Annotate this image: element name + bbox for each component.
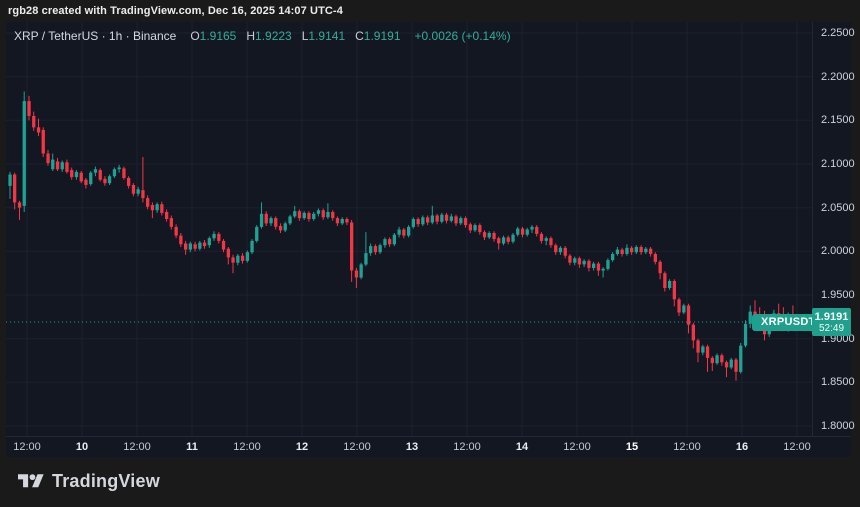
change-value: +0.0026 (+0.14%) [414,29,511,43]
tradingview-logo-icon [18,473,44,487]
price-axis-label: 2.0000 [821,245,855,258]
symbol-flag-text: XRPUSDT [761,315,812,328]
time-axis[interactable]: 12:00 10 12:00 11 12:00 12 12:00 13 12:00 14 12:00… [6,436,851,457]
time-axis-label: 15 [625,441,639,453]
price-axis-label: 2.1500 [821,114,855,127]
ohlc-item: L1.9141 [301,29,346,43]
ohlc-item: H1.9223 [246,29,292,43]
price-axis-label: 1.8000 [821,420,855,432]
symbol-price-flag: XRPUSDT [752,313,812,331]
time-axis-label: 12:00 [233,441,261,453]
attribution-bar: rgb28 created with TradingView.com, Dec … [0,0,860,22]
price-axis-label: 1.9500 [821,289,855,301]
symbol-title[interactable]: XRP / TetherUS · 1h · Binance [14,29,177,43]
ohlc-item: C1.9191 [355,29,401,43]
ohlc-values: O1.9165 H1.9223 L1.9141 C1.9191 [190,29,400,43]
last-price-value: 1.9191 [814,310,849,323]
time-axis-label: 12:00 [453,441,481,453]
time-axis-label: 12 [295,441,309,453]
price-axis-label: 2.2000 [821,70,855,83]
price-axis-label: 2.0500 [821,201,855,214]
chart-legend: XRP / TetherUS · 1h · Binance O1.9165 H1.… [14,29,511,43]
time-axis-label: 14 [515,441,529,453]
time-axis-label: 11 [186,441,198,453]
time-axis-label: 13 [405,441,419,453]
candlestick-canvas[interactable] [6,22,812,436]
price-axis-label: 1.8500 [821,376,855,389]
price-axis[interactable]: 2.2500 2.2000 2.1500 2.1000 2.0500 2.0000 1.95… [812,22,855,436]
time-axis-label: 12:00 [13,441,41,453]
time-axis-label: 10 [75,441,89,453]
tradingview-logo[interactable]: TradingView [18,467,160,495]
price-axis-label: 2.1000 [821,158,855,170]
tradingview-logo-text: TradingView [52,470,160,491]
time-axis-label: 12:00 [673,441,701,453]
last-price-badge: 1.9191 52:49 [812,308,851,336]
time-axis-label: 12:00 [563,441,591,453]
attribution-text: rgb28 created with TradingView.com, Dec … [8,5,343,17]
ohlc-item: O1.9165 [190,29,237,43]
chart-pane: XRP / TetherUS · 1h · Binance O1.9165 H1.… [6,22,855,457]
chart-plot-area[interactable]: XRP / TetherUS · 1h · Binance O1.9165 H1.… [6,22,812,436]
bar-countdown: 52:49 [818,322,845,334]
time-axis-label: 12:00 [783,441,811,453]
price-axis-label: 2.2500 [821,27,855,39]
time-axis-label: 12:00 [123,441,151,453]
time-axis-label: 12:00 [343,441,371,453]
time-axis-label: 16 [735,441,749,453]
